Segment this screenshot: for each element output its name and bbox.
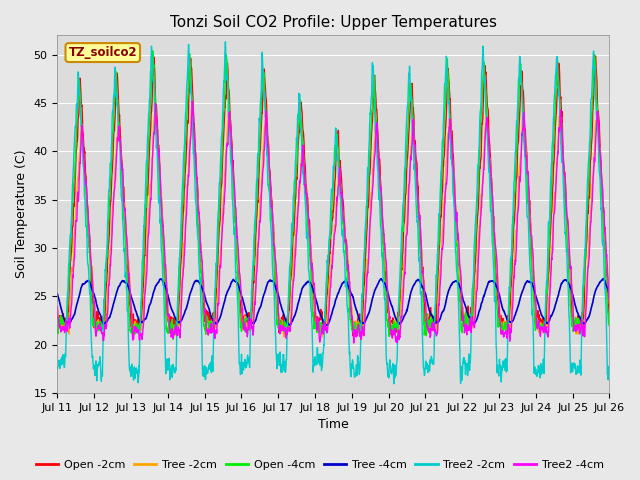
Tree2 -4cm	[494, 286, 502, 291]
Y-axis label: Soil Temperature (C): Soil Temperature (C)	[15, 150, 28, 278]
Tree -2cm	[494, 286, 502, 292]
Tree2 -4cm	[349, 334, 357, 339]
Tree -4cm	[362, 318, 369, 324]
Tree2 -2cm	[573, 368, 580, 374]
Tree -4cm	[207, 314, 215, 320]
Tree -4cm	[349, 297, 357, 302]
Title: Tonzi Soil CO2 Profile: Upper Temperatures: Tonzi Soil CO2 Profile: Upper Temperatur…	[170, 15, 497, 30]
Tree -2cm	[151, 101, 159, 107]
Open -2cm	[592, 53, 600, 59]
Open -2cm	[557, 94, 564, 100]
Tree2 -4cm	[605, 297, 613, 303]
Tree -4cm	[605, 292, 613, 298]
Tree2 -2cm	[349, 364, 357, 370]
X-axis label: Time: Time	[318, 419, 349, 432]
Tree2 -4cm	[557, 116, 565, 121]
Open -2cm	[572, 317, 580, 323]
Line: Tree2 -4cm: Tree2 -4cm	[58, 101, 609, 343]
Open -4cm	[350, 324, 358, 329]
Tree2 -2cm	[221, 39, 229, 45]
Legend: Open -2cm, Tree -2cm, Open -4cm, Tree -4cm, Tree2 -2cm, Tree2 -4cm: Open -2cm, Tree -2cm, Open -4cm, Tree -4…	[32, 456, 608, 474]
Open -4cm	[573, 324, 580, 330]
Line: Open -4cm: Open -4cm	[58, 51, 609, 339]
Tree2 -4cm	[54, 303, 61, 309]
Tree -2cm	[605, 300, 613, 306]
Tree -2cm	[350, 328, 358, 334]
Line: Tree -4cm: Tree -4cm	[58, 278, 609, 325]
Tree -2cm	[557, 141, 565, 147]
Open -4cm	[170, 336, 177, 342]
Open -4cm	[362, 227, 370, 233]
Open -4cm	[557, 121, 565, 127]
Tree2 -4cm	[189, 98, 196, 104]
Open -4cm	[605, 322, 613, 327]
Tree -4cm	[600, 276, 607, 281]
Tree2 -2cm	[54, 366, 61, 372]
Open -4cm	[54, 318, 61, 324]
Tree2 -4cm	[208, 329, 216, 335]
Tree -2cm	[362, 285, 370, 290]
Tree2 -2cm	[605, 366, 613, 372]
Tree -2cm	[280, 334, 288, 340]
Open -4cm	[208, 326, 216, 332]
Line: Open -2cm: Open -2cm	[58, 56, 609, 336]
Tree -4cm	[494, 288, 502, 294]
Open -2cm	[349, 333, 357, 338]
Tree2 -4cm	[362, 300, 370, 305]
Line: Tree -2cm: Tree -2cm	[58, 104, 609, 337]
Tree -4cm	[557, 282, 564, 288]
Open -2cm	[494, 297, 502, 303]
Tree2 -2cm	[494, 367, 502, 372]
Open -4cm	[149, 48, 157, 54]
Open -2cm	[362, 253, 369, 259]
Line: Tree2 -2cm: Tree2 -2cm	[58, 42, 609, 384]
Text: TZ_soilco2: TZ_soilco2	[68, 46, 137, 59]
Tree -2cm	[54, 305, 61, 311]
Tree -4cm	[54, 291, 61, 297]
Open -4cm	[494, 324, 502, 329]
Tree -4cm	[572, 306, 580, 312]
Open -2cm	[207, 330, 215, 336]
Tree2 -2cm	[557, 146, 565, 152]
Tree2 -2cm	[362, 220, 369, 226]
Open -2cm	[54, 312, 61, 318]
Tree2 -2cm	[207, 370, 215, 375]
Tree -4cm	[323, 323, 331, 328]
Tree2 -2cm	[390, 381, 397, 387]
Tree2 -4cm	[573, 324, 580, 329]
Tree -2cm	[573, 324, 580, 329]
Open -2cm	[349, 330, 357, 336]
Tree -2cm	[208, 323, 216, 329]
Open -2cm	[605, 323, 613, 329]
Tree2 -4cm	[350, 340, 358, 346]
